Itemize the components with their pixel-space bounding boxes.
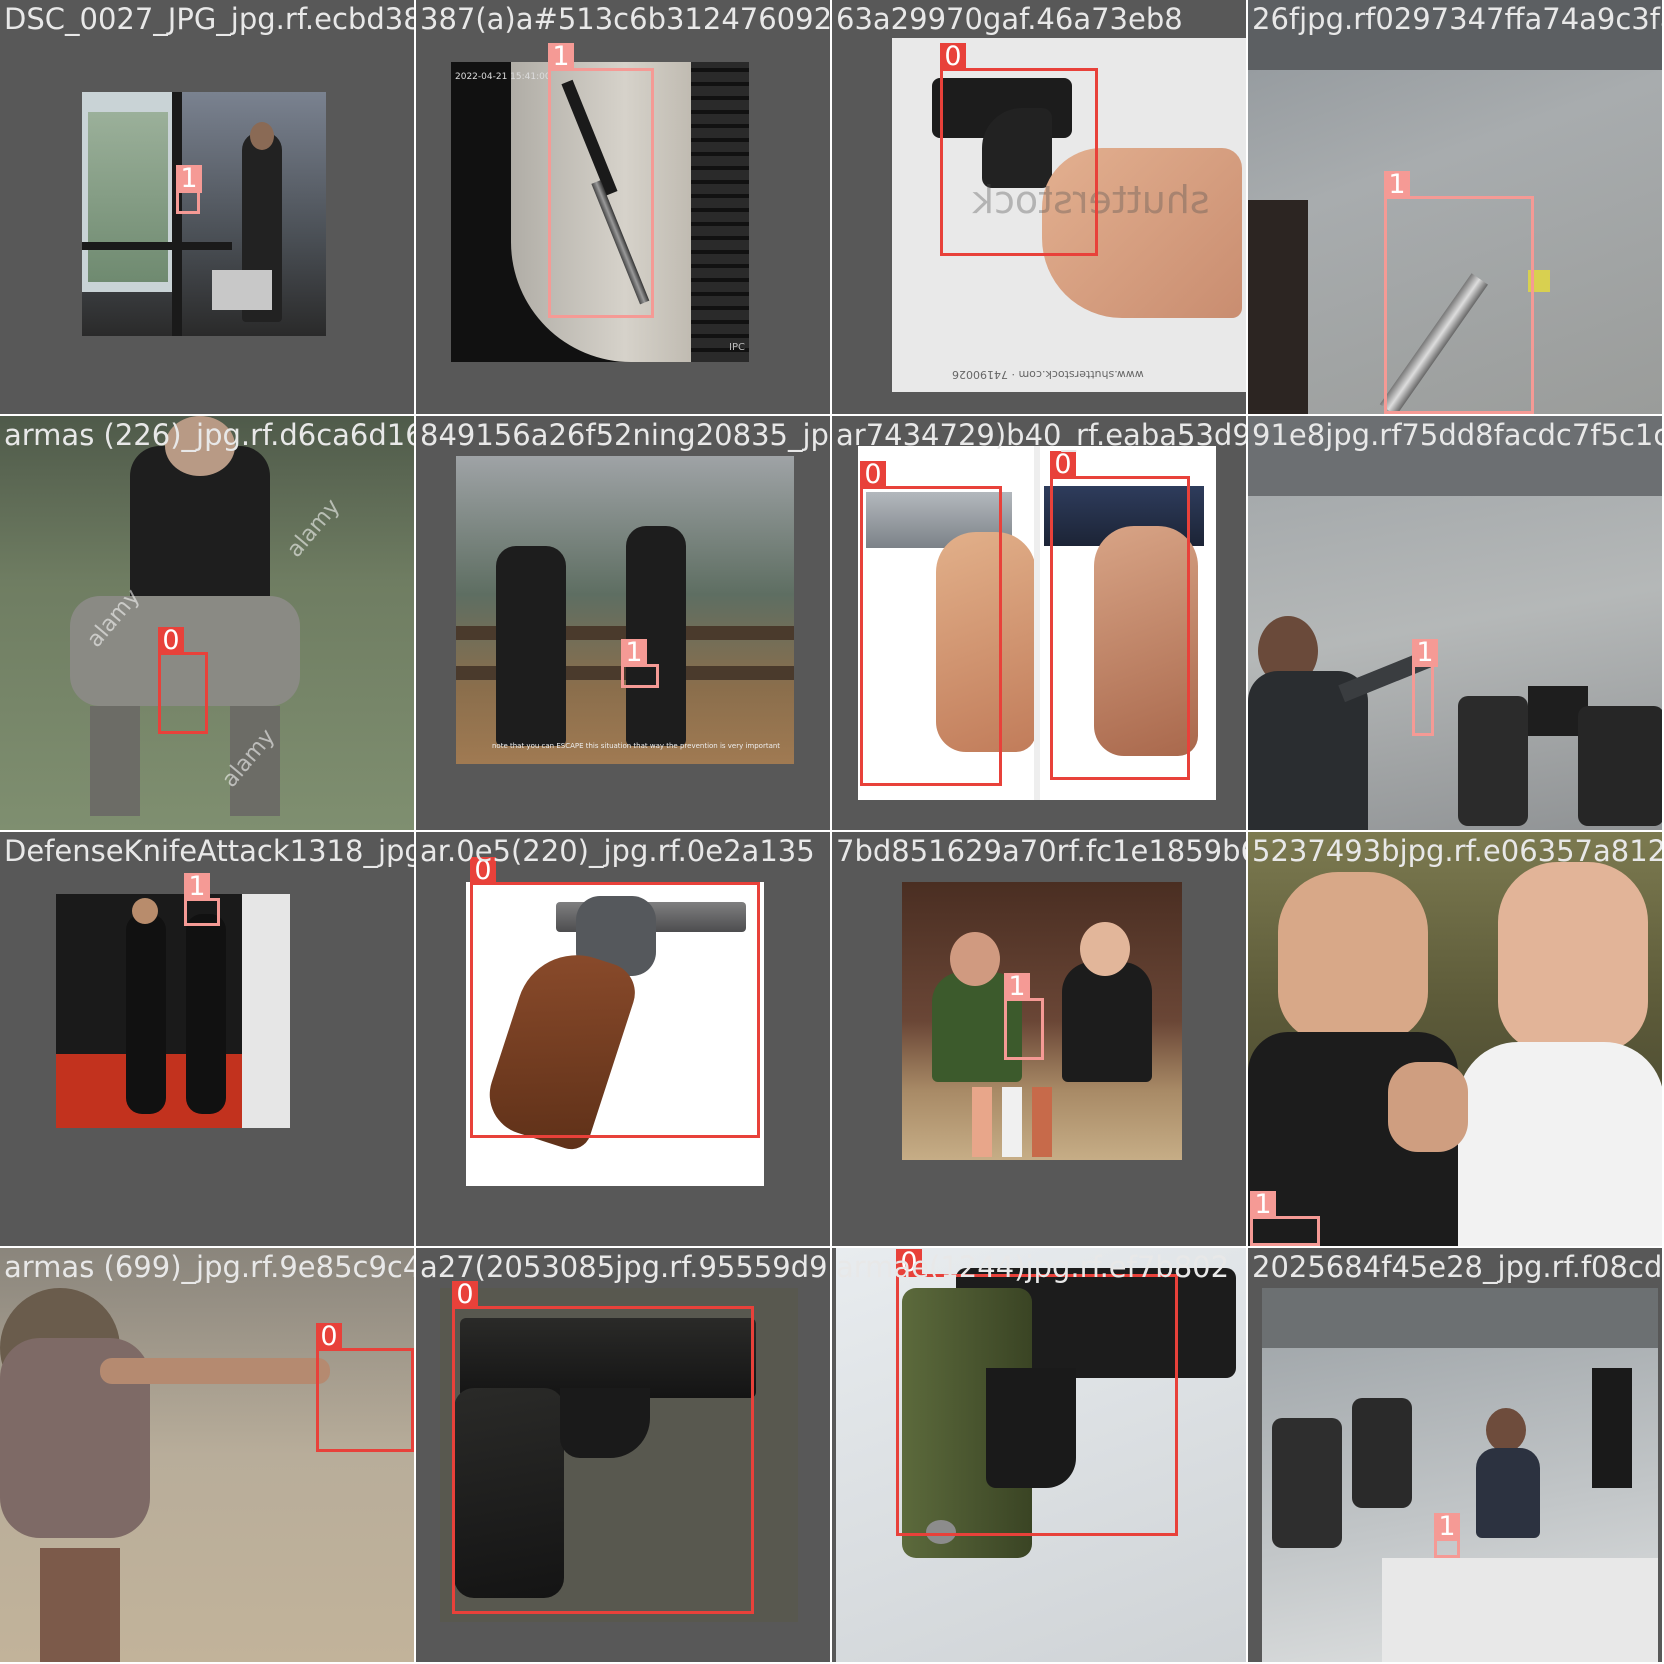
detection-box: 0 [470,857,760,1138]
tile-photo: shutterstock www.shutterstock.com · 7419… [892,38,1246,392]
tile-photo [1248,832,1662,1246]
image-filename: armas (699)_jpg.rf.9e85c9c4 [4,1250,414,1284]
tile-photo [440,1288,798,1622]
tile-photo [1262,1288,1658,1662]
mosaic-tile: 0 0 ar7434729)b40_rf.eaba53d9 [830,414,1248,832]
tile-photo [0,1248,414,1662]
tile-photo: note that you can ESCAPE this situation … [456,456,794,764]
class-label: 0 [940,43,966,71]
mosaic-tile: 1 5237493bjpg.rf.e06357a812 [1246,830,1664,1248]
tile-photo [82,92,326,336]
tile-photo [56,894,290,1128]
tile-photo [1248,0,1662,414]
detection-box: 1 [176,165,202,214]
class-label: 1 [1434,1513,1460,1541]
class-label: 0 [452,1281,478,1309]
mosaic-tile: 2022-04-21 15:41:00 IPC 1 387(a)a#513c6b… [414,0,832,416]
mosaic-tile: 1 91e8jpg.rf75dd8facdc7f5c1c5 [1246,414,1664,832]
image-filename: armas (226)_jpg.rf.d6ca6d16 [4,418,414,452]
image-footer: www.shutterstock.com · 74190026 [952,368,1144,381]
tile-photo [902,882,1182,1160]
image-filename: ar.0e5(220)_jpg.rf.0e2a135 [420,834,815,868]
mosaic-tile: 0 a27(2053085jpg.rf.95559d9 [414,1246,832,1664]
mosaic-tile: 1 26fjpg.rf0297347ffa74a9c3fa [1246,0,1664,416]
image-filename: 849156a26f52ning20835_jpg [420,418,830,452]
tile-photo: 2022-04-21 15:41:00 IPC [451,62,749,362]
image-filename: 26fjpg.rf0297347ffa74a9c3fa [1252,2,1662,36]
detection-box: 0 [1050,451,1190,780]
mosaic-tile: 1 DefenseKnifeAttack1318_jpg [0,830,416,1248]
tile-photo [1248,416,1662,830]
mosaic-tile: 1 2025684f45e28_jpg.rf.f08cd5 [1246,1246,1664,1664]
detection-box: 0 [158,627,208,734]
image-filename: 7bd851629a70rf.fc1e1859b6 [836,834,1246,868]
mosaic-tile: alamy alamy alamy 0 armas (226)_jpg.rf.d… [0,414,416,832]
camera-corner-label: IPC [729,342,745,353]
class-label: 1 [1250,1191,1276,1219]
class-label: 0 [470,857,496,885]
mosaic-tile: note that you can ESCAPE this situation … [414,414,832,832]
class-label: 1 [621,639,647,667]
detection-box: 1 [184,873,220,926]
class-label: 0 [1050,451,1076,479]
image-filename: DSC_0027_JPG_jpg.rf.ecbd38 [4,2,414,36]
detection-box: 1 [1250,1191,1320,1246]
detection-box: 1 [1004,973,1044,1060]
class-label: 1 [1004,973,1030,1001]
class-label: 1 [176,165,202,193]
class-label: 1 [1384,171,1410,199]
mosaic-tile: 0 armas (699)_jpg.rf.9e85c9c4 [0,1246,416,1664]
detection-box: 1 [1412,639,1438,736]
image-filename: a27(2053085jpg.rf.95559d9 [420,1250,828,1284]
detection-box: 0 [452,1281,754,1614]
image-filename: 387(a)a#513c6b312476092a530b4 [420,2,830,36]
class-label: 0 [316,1323,342,1351]
image-filename: ar7434729)b40_rf.eaba53d9 [836,418,1246,452]
class-label: 0 [860,461,886,489]
detection-box: 0 [940,43,1098,256]
class-label: 1 [184,873,210,901]
class-label: 1 [1412,639,1438,667]
image-filename: 91e8jpg.rf75dd8facdc7f5c1c5 [1252,418,1662,452]
mosaic-tile: shutterstock www.shutterstock.com · 7419… [830,0,1248,416]
video-caption: note that you can ESCAPE this situation … [492,742,781,750]
detection-box: 0 [316,1323,414,1452]
mosaic-tile: 1 DSC_0027_JPG_jpg.rf.ecbd38 [0,0,416,416]
detection-box: 1 [621,639,659,688]
image-filename: DefenseKnifeAttack1318_jpg [4,834,414,868]
alamy-watermark: alamy [282,494,346,563]
detection-box: 1 [1434,1513,1460,1558]
image-filename: 5237493bjpg.rf.e06357a812 [1252,834,1662,868]
mosaic-tile: 1 7bd851629a70rf.fc1e1859b6 [830,830,1248,1248]
mosaic-tile: 0 armae(1244)jpg.rf.ef7b802 [830,1246,1248,1664]
detection-box: 0 [896,1249,1178,1536]
detection-box: 1 [1384,171,1534,414]
detection-box: 0 [860,461,1002,786]
class-label: 0 [896,1249,922,1277]
class-label: 1 [548,43,574,71]
tile-photo [858,446,1216,800]
tile-photo: alamy alamy alamy [0,416,414,830]
class-label: 0 [158,627,184,655]
image-filename: 2025684f45e28_jpg.rf.f08cd5 [1252,1250,1662,1284]
image-filename: 63a29970gaf.46a73eb8 [836,2,1183,36]
frame-timestamp: 2022-04-21 15:41:00 [455,72,551,82]
mosaic-tile: 0 ar.0e5(220)_jpg.rf.0e2a135 [414,830,832,1248]
detection-box: 1 [548,43,654,318]
image-filename: armae(1244)jpg.rf.ef7b802 [836,1250,1230,1284]
